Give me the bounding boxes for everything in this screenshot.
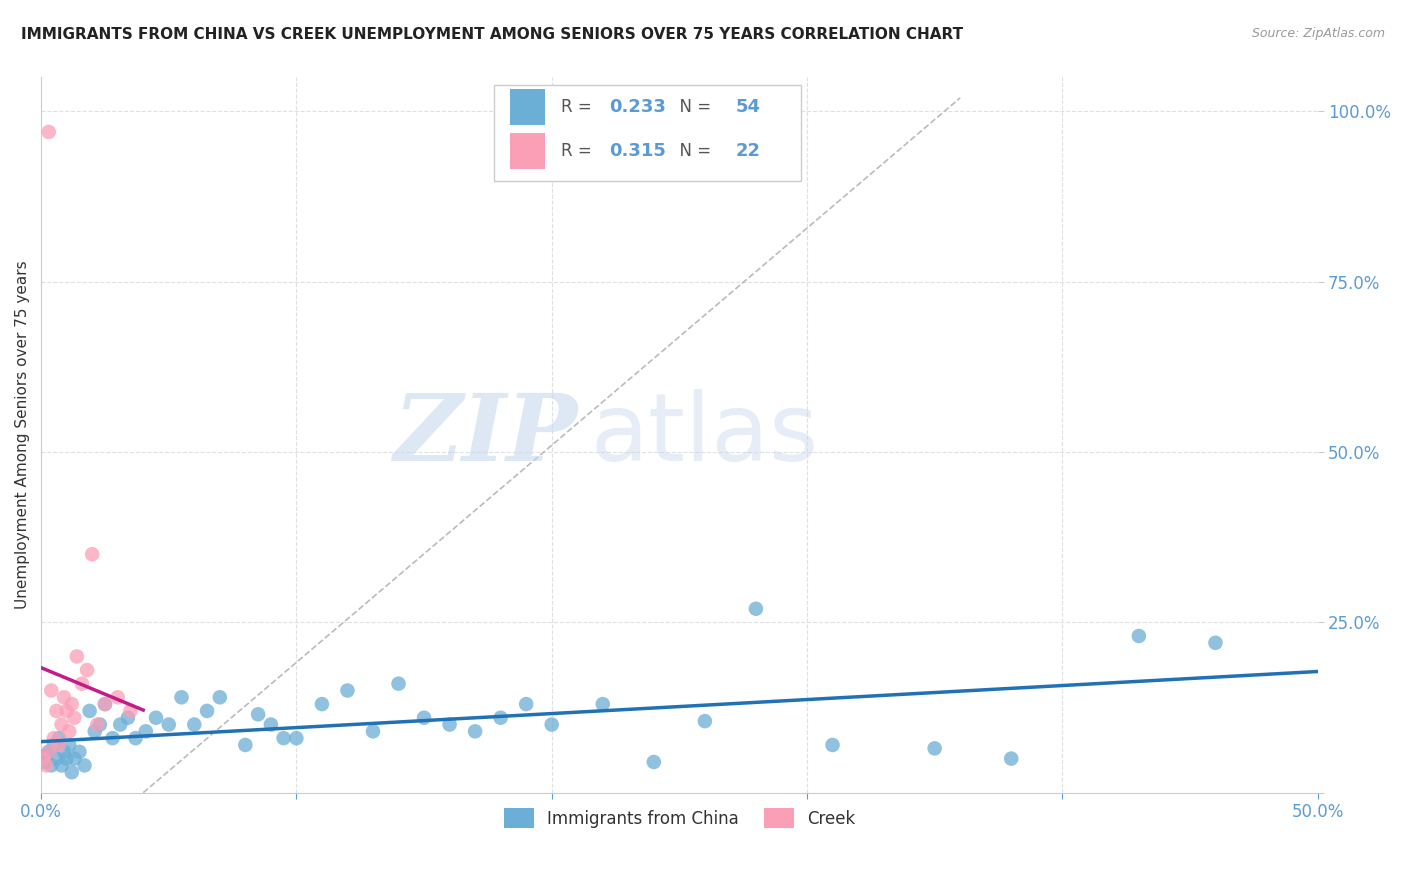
- Point: [53, 690, 76, 705]
- Point: [60, 697, 83, 711]
- Point: [515, 697, 537, 711]
- Text: R =: R =: [561, 98, 596, 116]
- Point: [311, 697, 333, 711]
- Point: [42, 731, 65, 746]
- Point: [55, 751, 77, 765]
- Text: 22: 22: [735, 142, 761, 160]
- Bar: [495, 85, 800, 181]
- Point: [117, 711, 139, 725]
- Point: [38, 745, 60, 759]
- Point: [821, 738, 844, 752]
- Text: 0.315: 0.315: [609, 142, 666, 160]
- Point: [247, 707, 270, 722]
- Point: [124, 731, 146, 746]
- Point: [745, 601, 768, 615]
- Point: [53, 745, 76, 759]
- Point: [693, 714, 716, 728]
- Point: [51, 717, 73, 731]
- Point: [45, 704, 67, 718]
- Y-axis label: Unemployment Among Seniors over 75 years: Unemployment Among Seniors over 75 years: [15, 260, 30, 609]
- Text: Source: ZipAtlas.com: Source: ZipAtlas.com: [1251, 27, 1385, 40]
- Point: [273, 731, 295, 746]
- Point: [260, 717, 283, 731]
- Point: [1128, 629, 1150, 643]
- Point: [35, 758, 58, 772]
- Text: IMMIGRANTS FROM CHINA VS CREEK UNEMPLOYMENT AMONG SENIORS OVER 75 YEARS CORRELAT: IMMIGRANTS FROM CHINA VS CREEK UNEMPLOYM…: [21, 27, 963, 42]
- Point: [58, 738, 80, 752]
- Point: [48, 731, 70, 746]
- Point: [32, 751, 55, 765]
- Text: ZIP: ZIP: [394, 390, 578, 480]
- Point: [60, 765, 83, 780]
- Point: [66, 649, 89, 664]
- Point: [195, 704, 218, 718]
- Point: [48, 738, 70, 752]
- Point: [464, 724, 486, 739]
- Point: [63, 711, 86, 725]
- Point: [101, 731, 124, 746]
- Text: atlas: atlas: [591, 389, 818, 481]
- Point: [157, 717, 180, 731]
- Point: [643, 755, 665, 769]
- Text: 54: 54: [735, 98, 761, 116]
- Point: [41, 683, 63, 698]
- Bar: [509, 89, 546, 125]
- Point: [63, 751, 86, 765]
- Point: [439, 717, 461, 731]
- Point: [107, 690, 129, 705]
- Point: [540, 717, 562, 731]
- Point: [135, 724, 157, 739]
- Point: [924, 741, 946, 756]
- Point: [55, 704, 77, 718]
- Point: [208, 690, 231, 705]
- Point: [38, 745, 60, 759]
- Point: [489, 711, 512, 725]
- Point: [1000, 751, 1022, 765]
- Text: N =: N =: [669, 98, 717, 116]
- Text: N =: N =: [669, 142, 717, 160]
- Point: [73, 758, 96, 772]
- Point: [387, 676, 409, 690]
- Text: 0.233: 0.233: [609, 98, 666, 116]
- Point: [76, 663, 98, 677]
- Point: [38, 125, 60, 139]
- Point: [233, 738, 256, 752]
- Point: [592, 697, 614, 711]
- Point: [336, 683, 359, 698]
- Point: [35, 748, 58, 763]
- Point: [41, 758, 63, 772]
- Point: [145, 711, 167, 725]
- Point: [1204, 636, 1226, 650]
- Point: [70, 676, 93, 690]
- Point: [45, 751, 67, 765]
- Point: [94, 697, 117, 711]
- Bar: [509, 133, 546, 169]
- Text: R =: R =: [561, 142, 596, 160]
- Point: [42, 738, 65, 752]
- Point: [170, 690, 193, 705]
- Point: [51, 758, 73, 772]
- Point: [361, 724, 384, 739]
- Point: [89, 717, 111, 731]
- Legend: Immigrants from China, Creek: Immigrants from China, Creek: [496, 802, 862, 834]
- Point: [120, 704, 142, 718]
- Point: [83, 724, 105, 739]
- Point: [58, 724, 80, 739]
- Point: [413, 711, 436, 725]
- Point: [82, 547, 104, 561]
- Point: [86, 717, 108, 731]
- Point: [94, 697, 117, 711]
- Point: [32, 755, 55, 769]
- Point: [67, 745, 90, 759]
- Point: [79, 704, 101, 718]
- Point: [285, 731, 308, 746]
- Point: [183, 717, 205, 731]
- Point: [110, 717, 132, 731]
